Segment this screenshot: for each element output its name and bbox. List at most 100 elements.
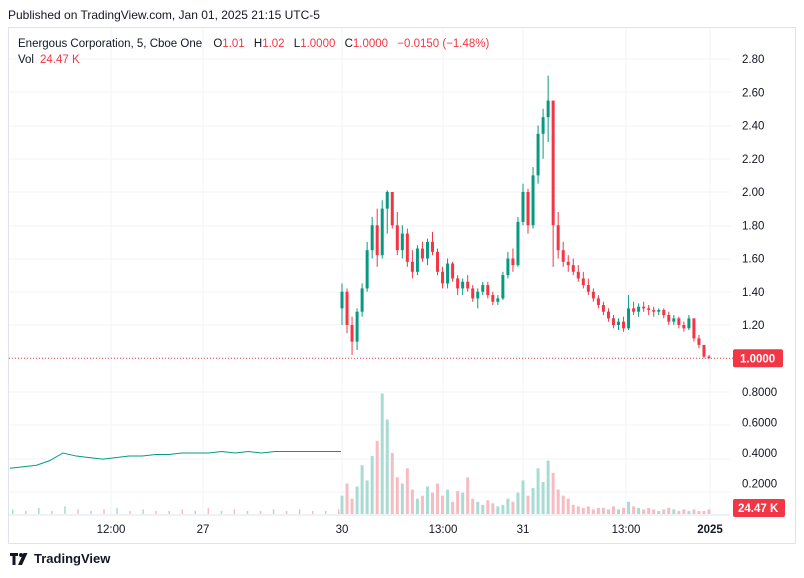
- candle-body: [430, 241, 434, 252]
- candle-body: [456, 278, 460, 289]
- footer-brand[interactable]: TradingView: [10, 551, 110, 566]
- volume-bar: [561, 495, 565, 514]
- candle-body: [526, 192, 530, 226]
- volume-bar: [692, 509, 696, 514]
- last-price-tag: [733, 349, 783, 368]
- chart-frame[interactable]: [8, 27, 796, 544]
- prev-volume-bar: [298, 509, 301, 514]
- candle-body: [591, 291, 595, 299]
- prev-volume-bar: [324, 510, 327, 514]
- candle-body: [667, 315, 671, 322]
- volume-bar: [491, 503, 495, 514]
- volume-bar: [410, 489, 414, 514]
- candle-body: [415, 248, 419, 272]
- volume-bar: [581, 507, 585, 514]
- volume-bar: [425, 486, 429, 514]
- candle-body: [521, 192, 525, 222]
- volume-bar: [360, 465, 364, 514]
- candle-body: [536, 133, 540, 176]
- prev-volume-bar: [338, 509, 340, 514]
- candle-body: [496, 298, 500, 302]
- prev-volume-bar: [38, 507, 40, 514]
- last-volume-tag-label: 24.47 K: [738, 503, 779, 515]
- volume-bar: [571, 504, 575, 514]
- price-tick-label: 2.60: [742, 87, 764, 99]
- volume-bar: [496, 506, 500, 514]
- candle-body: [511, 258, 515, 266]
- volume-bar: [601, 507, 605, 514]
- candle-body: [576, 271, 580, 279]
- tradingview-logo-icon: [10, 552, 30, 566]
- candle-body: [390, 192, 394, 226]
- volume-bar: [461, 492, 465, 514]
- time-tick-label: 13:00: [612, 524, 641, 536]
- prev-volume-bar: [181, 509, 184, 514]
- candle-body: [611, 318, 615, 325]
- volume-bar: [622, 507, 626, 514]
- candle-body: [486, 285, 490, 296]
- candle-body: [506, 258, 510, 276]
- candle-body: [345, 291, 349, 325]
- change-value: −0.0150 (−1.48%): [397, 38, 490, 50]
- volume-bar: [385, 419, 389, 514]
- candle-body: [491, 295, 495, 302]
- candle-body: [622, 321, 626, 329]
- volume-bar: [521, 480, 525, 514]
- candle-body: [581, 278, 585, 286]
- volume-bar: [370, 456, 374, 514]
- volume-bar: [536, 468, 540, 514]
- candle-body: [687, 318, 691, 329]
- volume-bar: [566, 498, 570, 514]
- prev-session-volume-bars: [12, 506, 340, 514]
- volume-bar: [617, 509, 621, 514]
- prev-volume-bar: [64, 506, 66, 514]
- volume-bar: [627, 501, 631, 514]
- candle-body: [395, 225, 399, 251]
- time-tick-label: 30: [336, 524, 349, 536]
- volume-bar: [672, 509, 676, 514]
- price-axis: 2.80 2.60 2.40 2.20 2.00 1.80 1.60 1.40 1.20 0.80…: [733, 54, 785, 517]
- price-tick-label: 2.80: [742, 54, 764, 66]
- candle-body: [632, 308, 636, 312]
- volume-bar: [451, 501, 455, 514]
- volume-bar: [415, 498, 419, 514]
- time-tick-label: 27: [197, 524, 210, 536]
- prev-volume-bar: [142, 509, 144, 514]
- volume-bar: [531, 488, 535, 514]
- volume-bar: [541, 481, 545, 514]
- candle-body: [405, 233, 409, 262]
- volume-bar: [340, 495, 344, 514]
- prev-volume-bar: [246, 510, 249, 514]
- volume-bar: [556, 489, 560, 514]
- volume-bar: [657, 510, 661, 514]
- volume-bar: [481, 504, 485, 514]
- volume-bar: [405, 468, 409, 514]
- candle-body: [365, 250, 369, 289]
- volume-bar: [466, 477, 470, 514]
- candle-body: [436, 251, 440, 272]
- candle-body: [606, 311, 610, 319]
- low-label: L: [293, 38, 301, 50]
- candle-body: [451, 263, 455, 279]
- volume-bar: [546, 460, 550, 514]
- symbol-name[interactable]: Energous Corporation, 5, Cboe One: [18, 38, 203, 50]
- volume-bar: [345, 483, 349, 514]
- candle-body: [541, 117, 545, 134]
- prev-volume-bar: [259, 510, 262, 514]
- candle-body: [380, 208, 384, 256]
- prev-volume-bar: [207, 507, 210, 514]
- prev-session-price-line: [9, 450, 341, 469]
- volume-label[interactable]: Vol: [18, 54, 34, 66]
- candle-body: [446, 263, 450, 284]
- time-tick-label: 13:00: [429, 524, 458, 536]
- price-tick-label: 1.40: [742, 287, 764, 299]
- volume-bar: [551, 472, 555, 514]
- time-axis: 12:00 27 30 13:00 31 13:00 2025: [9, 514, 730, 536]
- volume-bar: [365, 480, 369, 514]
- volume-bar: [687, 510, 691, 514]
- candle-body: [647, 308, 651, 311]
- candle-body: [662, 310, 666, 316]
- prev-volume-bar: [51, 510, 53, 514]
- volume-bar: [430, 492, 434, 514]
